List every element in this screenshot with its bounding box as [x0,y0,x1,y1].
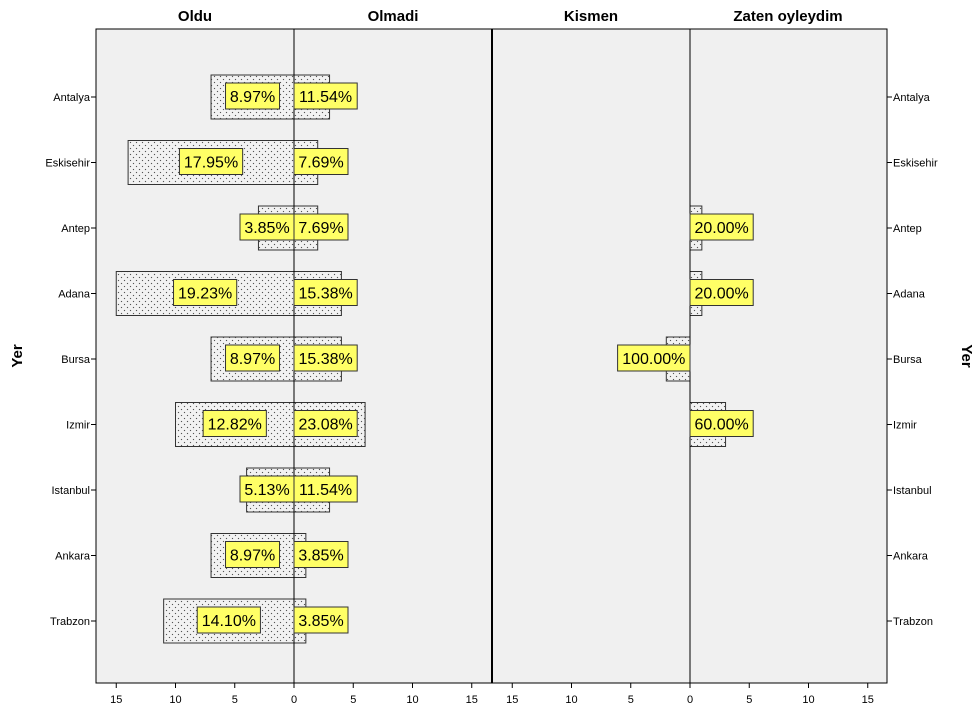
data-label: 5.13% [244,482,289,499]
data-label: 12.82% [208,417,262,434]
data-label: 20.00% [694,286,748,303]
x-tick-label: 0 [291,694,297,706]
data-label: 11.54% [299,482,352,499]
column-title-oldu: Oldu [178,8,212,25]
x-tick-label: 15 [506,694,518,706]
data-label-box [293,475,358,503]
data-label-box [293,279,358,306]
x-tick-label: 0 [687,694,693,706]
category-label-right: Izmir [893,420,917,432]
bar-oldu-antalya [210,74,295,120]
y-axis-title-left: Yer [9,344,26,368]
x-tick-label: 5 [232,694,238,706]
data-label-box [293,148,349,175]
x-tick-label: 5 [628,694,634,706]
category-label-right: Eskisehir [893,158,938,170]
data-label: 14.10% [202,613,256,630]
category-label-right: Ankara [893,551,929,563]
data-label: 8.97% [230,351,275,368]
data-label-box [293,82,358,110]
x-tick-label: 15 [466,694,478,706]
data-label-box [293,606,349,634]
data-label-box [225,541,281,568]
data-label-box [225,82,281,110]
data-label-box [689,279,754,306]
data-label: 15.38% [298,286,352,303]
data-label: 3.85% [244,220,289,237]
category-label-right: Trabzon [893,616,933,628]
data-label-box [617,344,691,372]
column-title-zaten-oyleydim: Zaten oyleydim [733,8,842,25]
x-tick-label: 5 [746,694,752,706]
category-label-right: Istanbul [893,485,932,497]
data-label: 8.97% [230,548,275,565]
data-label-box [689,410,754,437]
data-label-box [202,410,267,437]
data-label: 8.97% [230,89,275,106]
category-label-right: Antalya [893,92,931,104]
category-label-left: Eskisehir [45,158,90,170]
data-label: 20.00% [694,220,748,237]
data-label-box [293,213,349,241]
category-label-right: Antep [893,223,922,235]
data-labels-layer: 8.97% 17.95% 3.85% 19.23% 8.97% 12.82% 5.13% 8.… [173,82,754,634]
column-title-kismen: Kismen [564,8,618,25]
data-label-box [689,213,754,241]
x-tick-label: 15 [862,694,874,706]
x-axis-ticks-layer: 15 10 5 0 5 10 15 15 10 5 0 5 10 15 [110,683,874,706]
category-label-left: Antalya [53,92,91,104]
data-label-box [173,279,238,306]
data-label: 7.69% [298,220,343,237]
x-tick-label: 5 [350,694,356,706]
data-label: 3.85% [298,613,343,630]
data-label: 23.08% [298,417,352,434]
data-label: 17.95% [184,155,238,172]
data-label-box [225,344,281,372]
data-label: 7.69% [298,155,343,172]
x-tick-label: 10 [169,694,181,706]
column-title-olmadi: Olmadi [368,8,419,25]
category-label-left: Bursa [61,354,91,366]
category-label-right: Bursa [893,354,923,366]
data-label: 60.00% [694,417,748,434]
category-label-left: Adana [58,289,91,301]
data-label-box [293,410,358,437]
category-label-right: Adana [893,289,926,301]
category-label-left: Ankara [55,551,91,563]
data-label-box [178,148,244,175]
data-label: 3.85% [298,548,343,565]
category-label-left: Istanbul [51,485,90,497]
y-axis-title-right: Yer [958,344,974,368]
category-label-left: Izmir [66,420,90,432]
data-label-box [196,606,261,634]
x-tick-label: 10 [406,694,418,706]
category-label-left: Antep [61,223,90,235]
x-tick-label: 10 [565,694,577,706]
category-label-left: Trabzon [50,616,90,628]
data-label: 15.38% [298,351,352,368]
data-label-box [239,213,295,241]
data-label-box [293,541,349,568]
data-label: 11.54% [299,89,352,106]
x-tick-label: 15 [110,694,122,706]
category-labels-layer: Antalya Antalya Eskisehir Eskisehir Antep Ant… [45,92,938,628]
plot-frame [95,28,888,684]
x-tick-label: 10 [802,694,814,706]
data-label-box [293,344,358,372]
data-label: 19.23% [178,286,232,303]
data-label: 100.00% [622,351,685,368]
